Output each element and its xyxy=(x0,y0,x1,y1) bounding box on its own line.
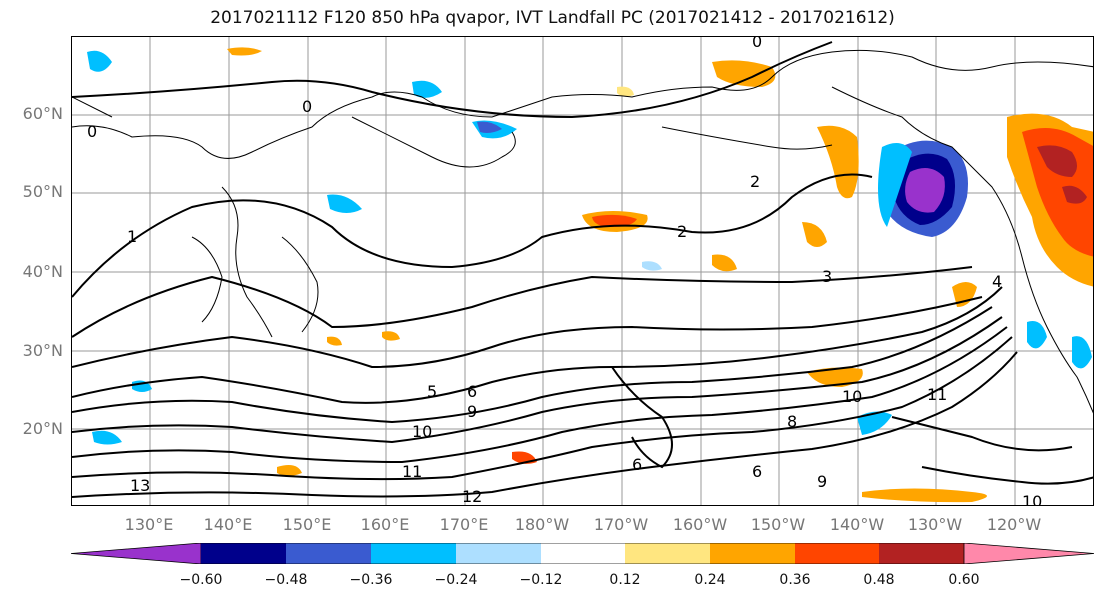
colorbar-tick: −0.60 xyxy=(179,572,223,588)
colorbar-segment xyxy=(795,543,879,564)
contour-label: 12 xyxy=(462,487,482,506)
colorbar-tick: 0.36 xyxy=(779,572,811,588)
coastlines xyxy=(72,49,1093,414)
contour-label: 0 xyxy=(87,122,97,141)
contour-label: 6 xyxy=(467,382,477,401)
contour-label: 1 xyxy=(127,227,137,246)
colorbar-tick: 0.60 xyxy=(948,572,980,588)
contour-label-group: 0 0 0 1 2 2 3 4 5 6 6 6 8 9 9 10 10 10 1… xyxy=(87,37,1042,506)
lon-label: 150°E xyxy=(282,515,332,534)
lat-label: 40°N xyxy=(22,262,63,281)
lon-label: 130°W xyxy=(907,515,963,534)
anomaly-fill-negative xyxy=(87,50,1092,445)
contour-label: 6 xyxy=(632,455,642,474)
lat-label: 20°N xyxy=(22,419,63,438)
contour-label: 10 xyxy=(1022,492,1042,506)
contour-label: 5 xyxy=(427,382,437,401)
contour-label: 6 xyxy=(752,462,762,481)
lon-label: 180°W xyxy=(514,515,570,534)
colorbar-tick: 0.24 xyxy=(694,572,726,588)
colorbar-segment xyxy=(625,543,710,564)
colorbar-segment xyxy=(371,543,456,564)
lon-label: 120°W xyxy=(986,515,1042,534)
colorbar-segment xyxy=(456,543,541,564)
colorbar-tick: −0.36 xyxy=(349,572,393,588)
colorbar-segment xyxy=(541,543,625,564)
contour-label: 13 xyxy=(130,476,150,495)
colorbar-tick: −0.48 xyxy=(264,572,308,588)
contour-label: 11 xyxy=(927,385,947,404)
lon-label: 130°E xyxy=(124,515,174,534)
lon-label: 150°W xyxy=(750,515,806,534)
lat-label: 30°N xyxy=(22,341,63,360)
contour-label: 3 xyxy=(822,267,832,286)
colorbar-tick: 0.48 xyxy=(863,572,895,588)
colorbar-segment xyxy=(963,543,1094,564)
contour-label: 10 xyxy=(412,422,432,441)
colorbar-segment xyxy=(879,543,964,564)
contour-label: 8 xyxy=(787,412,797,431)
contour-label: 0 xyxy=(752,37,762,51)
lon-label: 170°W xyxy=(593,515,649,534)
colorbar-tick: 0.12 xyxy=(609,572,641,588)
map-canvas: 0 0 0 1 2 2 3 4 5 6 6 6 8 9 9 10 10 10 1… xyxy=(72,37,1093,506)
anomaly-fill-positive xyxy=(227,47,1093,503)
lon-label: 160°W xyxy=(672,515,728,534)
colorbar-segment xyxy=(286,543,371,564)
colorbar-segment xyxy=(201,543,286,564)
colorbar-segment xyxy=(71,543,202,564)
contour-label: 10 xyxy=(842,387,862,406)
lon-label: 160°E xyxy=(360,515,410,534)
contour-lines xyxy=(72,41,1093,498)
contour-label: 9 xyxy=(467,402,477,421)
map-title: 2017021112 F120 850 hPa qvapor, IVT Land… xyxy=(210,8,895,28)
lon-label: 140°E xyxy=(203,515,253,534)
map-panel: 0 0 0 1 2 2 3 4 5 6 6 6 8 9 9 10 10 10 1… xyxy=(71,36,1094,506)
contour-label: 11 xyxy=(402,462,422,481)
colorbar-tick: −0.12 xyxy=(519,572,563,588)
contour-label: 2 xyxy=(677,222,687,241)
colorbar-tick: −0.24 xyxy=(434,572,478,588)
lat-label: 50°N xyxy=(22,182,63,201)
contour-label: 9 xyxy=(817,472,827,491)
contour-label: 0 xyxy=(302,97,312,116)
colorbar-segment xyxy=(710,543,795,564)
lon-label: 170°E xyxy=(439,515,489,534)
contour-label: 4 xyxy=(992,272,1002,291)
lon-label: 140°W xyxy=(829,515,885,534)
colorbar xyxy=(71,543,1094,564)
contour-label: 2 xyxy=(750,172,760,191)
lat-label: 60°N xyxy=(22,104,63,123)
